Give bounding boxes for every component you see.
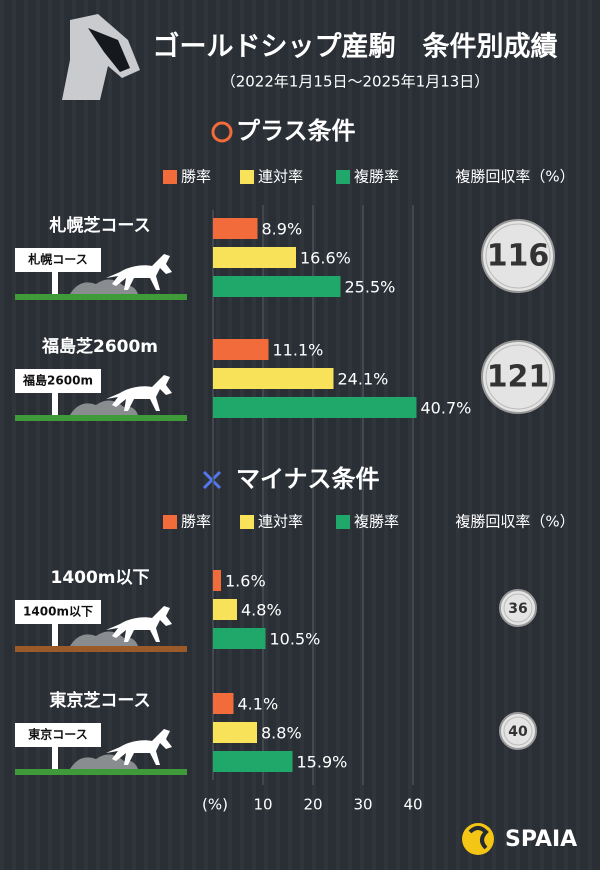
value-label: 8.9%	[262, 220, 303, 239]
value-label: 4.8%	[241, 601, 282, 620]
bar	[213, 276, 341, 297]
recovery-ring	[503, 716, 533, 746]
recovery-circle	[499, 712, 537, 750]
header-icon	[62, 14, 140, 100]
bar	[213, 751, 293, 772]
grid	[212, 205, 414, 785]
sign-text: 1400m以下	[23, 605, 93, 619]
sign-board	[15, 723, 101, 747]
recovery-value: 40	[508, 724, 528, 740]
sign-post	[52, 389, 58, 415]
recovery-circle	[481, 219, 555, 293]
section-title: マイナス条件	[236, 465, 380, 493]
bar	[213, 599, 237, 620]
value-label: 25.5%	[345, 278, 396, 297]
axis-unit: (%)	[202, 796, 228, 814]
horse	[106, 606, 172, 642]
recovery-ring	[503, 593, 533, 623]
recovery-ring	[485, 223, 551, 289]
plus-icon	[211, 121, 233, 143]
recovery-value: 116	[487, 239, 550, 274]
sign-text: 福島2600m	[22, 373, 93, 388]
logo: SPAIA	[462, 823, 577, 855]
bar	[213, 722, 257, 743]
bush	[70, 754, 138, 769]
horse	[106, 375, 172, 411]
horse	[106, 254, 172, 290]
bar	[213, 247, 296, 268]
legend-swatch	[336, 515, 350, 529]
sign-text: 札幌コース	[27, 252, 87, 267]
value-label: 24.1%	[338, 370, 389, 389]
recovery-value: 36	[508, 601, 527, 617]
x-tick-label: 40	[403, 796, 422, 814]
sign-board	[15, 369, 101, 393]
legend-swatch	[163, 170, 177, 184]
sign-board	[15, 248, 101, 272]
legend-swatch	[240, 170, 254, 184]
legend-label: 連対率	[258, 168, 303, 186]
value-label: 8.8%	[261, 724, 302, 743]
ground	[15, 769, 187, 775]
value-label: 40.7%	[421, 399, 472, 418]
group-title: 東京芝コース	[49, 690, 150, 711]
bar	[213, 218, 258, 239]
bush	[70, 400, 138, 415]
value-label: 11.1%	[273, 341, 324, 360]
legend-label: 複勝率	[354, 168, 399, 186]
sign-post	[52, 743, 58, 769]
group-title: 福島芝2600m	[41, 336, 158, 357]
subtitle: （2022年1月15日～2025年1月13日）	[221, 73, 490, 91]
minus-icon	[202, 470, 222, 490]
ground	[15, 646, 187, 652]
bar	[213, 628, 266, 649]
value-label: 1.6%	[225, 572, 266, 591]
recovery-circle	[499, 589, 537, 627]
legend-label: 勝率	[181, 513, 211, 531]
bar	[213, 397, 417, 418]
bar	[213, 339, 269, 360]
sign-text: 東京コース	[28, 727, 87, 742]
sign-board	[15, 600, 101, 624]
legend-label: 複勝率	[354, 513, 399, 531]
x-tick-label: 20	[303, 796, 322, 814]
sign-post	[52, 268, 58, 294]
ground	[15, 415, 187, 421]
recovery-ring	[485, 344, 551, 410]
x-tick-label: 30	[353, 796, 372, 814]
bar	[213, 570, 221, 591]
value-label: 16.6%	[300, 249, 351, 268]
ground	[15, 294, 187, 300]
legend-swatch	[336, 170, 350, 184]
section-title: プラス条件	[236, 117, 356, 145]
horse	[106, 729, 172, 765]
recovery-label: 複勝回収率（%）	[455, 513, 574, 531]
recovery-label: 複勝回収率（%）	[455, 168, 574, 186]
legend-swatch	[163, 515, 177, 529]
legend-label: 勝率	[181, 168, 211, 186]
value-label: 15.9%	[297, 753, 348, 772]
legend-label: 連対率	[258, 513, 303, 531]
sign-post	[52, 620, 58, 646]
group-title: 1400m以下	[50, 568, 149, 588]
x-tick-label: 10	[253, 796, 272, 814]
recovery-value: 121	[487, 360, 550, 395]
bar	[213, 693, 234, 714]
recovery-circle	[481, 340, 555, 414]
bush	[70, 279, 138, 294]
group-title: 札幌芝コース	[48, 215, 150, 236]
legend-swatch	[240, 515, 254, 529]
logo-text: SPAIA	[505, 827, 577, 852]
bar	[213, 368, 334, 389]
value-label: 4.1%	[238, 695, 279, 714]
title: ゴールドシップ産駒 条件別成績	[153, 31, 558, 63]
bush	[70, 631, 138, 646]
value-label: 10.5%	[270, 630, 321, 649]
